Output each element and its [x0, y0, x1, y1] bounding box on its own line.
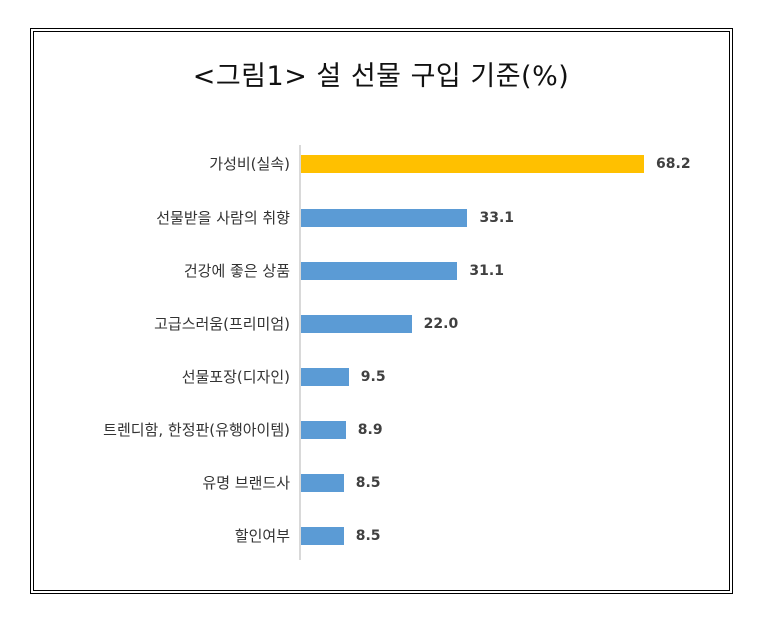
inner-frame-border: [33, 31, 730, 591]
value-label: 33.1: [479, 210, 515, 226]
category-label: 할인여부: [234, 527, 290, 545]
bar: [301, 315, 412, 333]
value-label: 8.9: [357, 422, 383, 438]
bar-row: 유명 브랜드사 8.5: [0, 473, 762, 493]
category-label: 트렌디함, 한정판(유행아이템): [103, 421, 290, 439]
bar: [301, 155, 645, 173]
value-label: 9.5: [360, 369, 386, 385]
bar: [301, 209, 468, 227]
bar: [301, 262, 458, 280]
bar: [301, 368, 349, 386]
category-axis-line: [299, 145, 301, 560]
outer-frame-border: [30, 28, 733, 594]
bar-row: 할인여부 8.5: [0, 526, 762, 546]
category-label: 가성비(실속): [209, 155, 290, 173]
category-label: 선물받을 사람의 취향: [156, 209, 290, 227]
chart-title: <그림1> 설 선물 구입 기준(%): [192, 61, 570, 92]
bar-row: 선물포장(디자인) 9.5: [0, 367, 762, 387]
bar-row: 고급스러움(프리미엄) 22.0: [0, 314, 762, 334]
category-label: 고급스러움(프리미엄): [154, 315, 290, 333]
category-label: 유명 브랜드사: [202, 474, 290, 492]
bar: [301, 474, 344, 492]
bar-row: 건강에 좋은 상품 31.1: [0, 261, 762, 281]
bar: [301, 421, 346, 439]
bar-row: 가성비(실속) 68.2: [0, 154, 762, 174]
bar-row: 선물받을 사람의 취향 33.1: [0, 208, 762, 228]
value-label: 22.0: [423, 316, 459, 332]
value-label: 31.1: [469, 263, 504, 279]
value-label: 8.5: [355, 528, 381, 544]
bar: [301, 527, 344, 545]
category-label: 건강에 좋은 상품: [183, 262, 290, 280]
value-label: 8.5: [355, 475, 381, 491]
bar-row: 트렌디함, 한정판(유행아이템) 8.9: [0, 420, 762, 440]
category-label: 선물포장(디자인): [181, 368, 290, 386]
value-label: 68.2: [656, 156, 691, 172]
